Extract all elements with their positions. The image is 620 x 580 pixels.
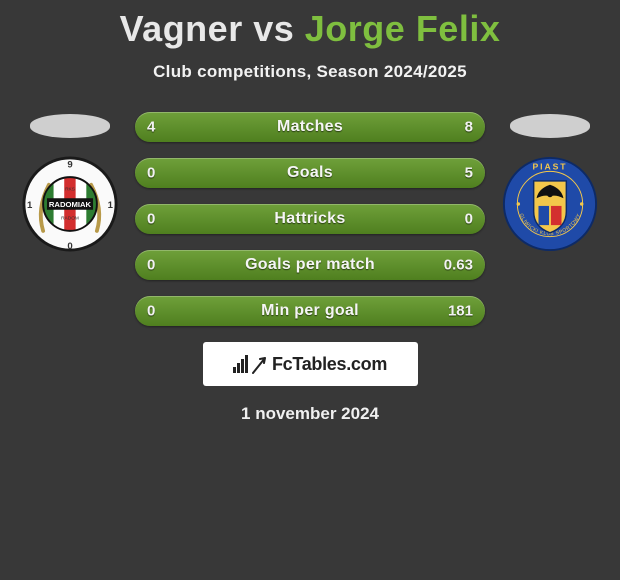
stat-value-left: 0 [147, 211, 155, 228]
brand-text: FcTables.com [272, 354, 387, 375]
stat-value-right: 5 [465, 165, 473, 182]
player2-name: Jorge Felix [305, 8, 501, 49]
stat-value-right: 0 [465, 211, 473, 228]
stat-row: 4 Matches 8 [135, 112, 485, 142]
stat-row: 0 Hattricks 0 [135, 204, 485, 234]
badge-score-bottom: 0 [67, 241, 72, 252]
right-column: PIAST GLIWICKI KLUB SPORTOWY [500, 114, 600, 252]
stat-value-left: 0 [147, 257, 155, 274]
stat-value-right: 181 [448, 303, 473, 320]
content-area: 9 1 1 0 RKS RADOMIAK [0, 112, 620, 424]
comparison-title: Vagner vs Jorge Felix [0, 0, 620, 50]
stat-value-left: 4 [147, 119, 155, 136]
badge-score-top: 9 [67, 160, 72, 171]
bar-chart-icon [233, 355, 248, 373]
badge-banner-text: RADOMIAK [49, 200, 92, 209]
svg-text:RADOM: RADOM [61, 215, 79, 221]
badge-score-left: 1 [27, 200, 33, 211]
stat-rows: 4 Matches 8 0 Goals 5 0 Hattricks 0 0 Goals per ma… [135, 112, 485, 326]
club-badge-left: 9 1 1 0 RKS RADOMIAK [22, 156, 118, 252]
stat-value-left: 0 [147, 303, 155, 320]
stat-value-left: 0 [147, 165, 155, 182]
badge-score-right: 1 [108, 200, 114, 211]
stat-label: Matches [277, 118, 343, 136]
stat-row: 0 Min per goal 181 [135, 296, 485, 326]
club-badge-right: PIAST GLIWICKI KLUB SPORTOWY [502, 156, 598, 252]
brand-box: FcTables.com [203, 342, 418, 386]
arrow-icon [252, 354, 268, 374]
stat-row: 0 Goals 5 [135, 158, 485, 188]
player1-name: Vagner [120, 8, 243, 49]
stat-row: 0 Goals per match 0.63 [135, 250, 485, 280]
stat-label: Min per goal [261, 302, 359, 320]
svg-text:RKS: RKS [65, 187, 75, 193]
stat-label: Goals [287, 164, 333, 182]
left-column: 9 1 1 0 RKS RADOMIAK [20, 114, 120, 252]
player2-silhouette [510, 114, 590, 138]
date-text: 1 november 2024 [0, 404, 620, 424]
stat-label: Goals per match [245, 256, 375, 274]
subtitle: Club competitions, Season 2024/2025 [0, 62, 620, 82]
svg-text:PIAST: PIAST [533, 161, 568, 171]
player1-silhouette [30, 114, 110, 138]
stat-value-right: 8 [465, 119, 473, 136]
vs-text: vs [253, 8, 294, 49]
stat-value-right: 0.63 [444, 257, 473, 274]
stat-label: Hattricks [274, 210, 345, 228]
